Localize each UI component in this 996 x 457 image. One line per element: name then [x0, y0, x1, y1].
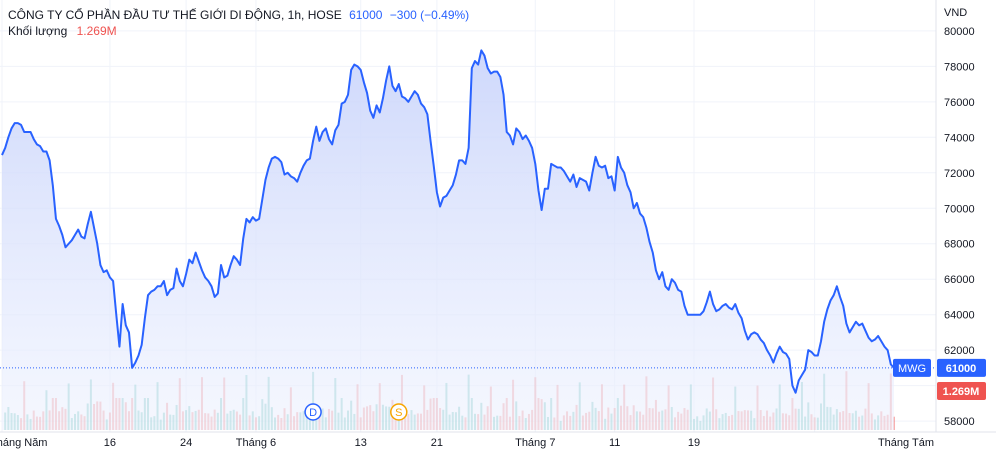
x-tick-label: Tháng Năm: [0, 437, 47, 449]
event-marker-circle: [304, 403, 322, 421]
event-marker-label: D: [309, 407, 317, 419]
y-tick-label: 68000: [944, 239, 975, 251]
legend-last-price: 61000: [349, 8, 383, 22]
x-tick-label: Tháng 7: [515, 437, 555, 449]
symbol-badge-text: MWG: [898, 363, 926, 375]
volume-badge-bg: [937, 382, 986, 400]
y-tick-label: 64000: [944, 310, 975, 322]
x-tick-label: 19: [688, 437, 700, 449]
price-area-fill: [2, 50, 894, 430]
event-marker-s[interactable]: S: [390, 403, 408, 421]
y-tick-label: 80000: [944, 26, 975, 38]
y-tick-label: 62000: [944, 345, 975, 357]
y-axis: 5800060000620006400066000680007000072000…: [935, 0, 975, 432]
x-tick-label: 24: [180, 437, 192, 449]
x-tick-label: 21: [431, 437, 443, 449]
legend-title-row: CÔNG TY CỔ PHẦN ĐẦU TƯ THẾ GIỚI DI ĐỘNG,…: [8, 7, 469, 23]
y-tick-label: 70000: [944, 203, 975, 215]
chart-legend: CÔNG TY CỔ PHẦN ĐẦU TƯ THẾ GIỚI DI ĐỘNG,…: [8, 7, 469, 39]
price-area: [1, 49, 895, 430]
y-tick-label: 66000: [944, 274, 975, 286]
x-tick-label: Tháng 6: [236, 437, 276, 449]
y-tick-label: 76000: [944, 97, 975, 109]
event-marker-label: S: [395, 407, 402, 419]
price-badges: MWG 61000 1.269M: [893, 358, 986, 400]
x-tick-label: 11: [609, 437, 620, 449]
event-marker-d[interactable]: D: [304, 403, 322, 421]
symbol-badge: MWG: [893, 358, 931, 377]
price-badge: 61000: [937, 358, 986, 377]
x-axis: Tháng Năm 16 24 Tháng 6 13 21 Tháng 7 11 19 Tháng…: [0, 431, 996, 449]
y-tick-label: 58000: [944, 416, 975, 428]
price-badge-bg: [937, 358, 986, 377]
legend-volume-row: Khối lượng 1.269M: [8, 23, 469, 39]
legend-change: −300 (−0.49%): [389, 8, 470, 22]
price-badge-text: 61000: [946, 363, 977, 375]
legend-volume-label: Khối lượng: [8, 24, 68, 38]
y-tick-label: 74000: [944, 132, 975, 144]
legend-volume-value: 1.269M: [76, 24, 117, 38]
event-marker-circle: [390, 403, 408, 421]
x-tick-label: 13: [355, 437, 367, 449]
y-tick-label: 78000: [944, 61, 975, 73]
price-line: [1, 49, 895, 394]
x-tick-label: Tháng Tám: [878, 437, 934, 449]
symbol-badge-bg: [893, 358, 931, 377]
volume-badge-text: 1.269M: [943, 386, 980, 398]
y-tick-label: 72000: [944, 168, 975, 180]
volume-badge: 1.269M: [937, 382, 986, 400]
x-tick-label: 16: [104, 437, 116, 449]
currency-label: VND: [944, 7, 968, 19]
legend-company: CÔNG TY CỔ PHẦN ĐẦU TƯ THẾ GIỚI DI ĐỘNG,…: [8, 8, 342, 22]
